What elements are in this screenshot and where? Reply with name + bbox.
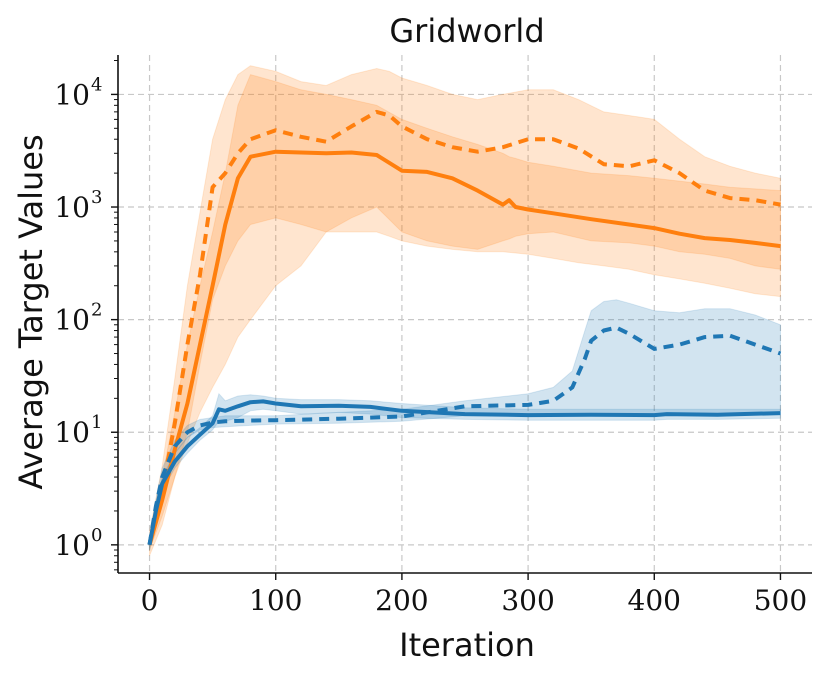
band-blue-dashed [149,299,781,551]
chart-title: Gridworld [389,12,544,50]
band-orange-solid [149,73,781,551]
y-tick-label: 10 [54,529,90,562]
x-tick-label: 300 [501,584,554,617]
line-orange-solid [147,149,781,546]
x-tick-label: 0 [141,584,159,617]
y-tick-exponent: 3 [91,187,102,208]
y-tick-label: 10 [54,416,90,449]
band-layer [149,65,781,556]
y-tick-label: 10 [54,78,90,111]
x-tick-label: 500 [754,584,807,617]
grid-layer [118,55,812,573]
y-tick-exponent: 4 [91,74,102,95]
y-tick-exponent: 1 [91,412,102,433]
y-tick-exponent: 0 [91,525,102,546]
x-tick-label: 200 [375,584,428,617]
y-tick-exponent: 2 [91,300,102,321]
x-tick-label: 400 [628,584,681,617]
y-tick-label: 10 [54,304,90,337]
y-tick-label: 10 [54,191,90,224]
line-layer [147,109,782,546]
line-orange-dashed [147,109,781,546]
y-axis-label: Average Target Values [12,134,50,489]
x-axis-label: Iteration [399,626,535,664]
line-blue-solid [147,399,781,546]
axes-layer [117,55,812,574]
band-orange-dashed [149,65,781,556]
x-tick-label: 100 [249,584,302,617]
line-blue-dashed [147,325,782,546]
